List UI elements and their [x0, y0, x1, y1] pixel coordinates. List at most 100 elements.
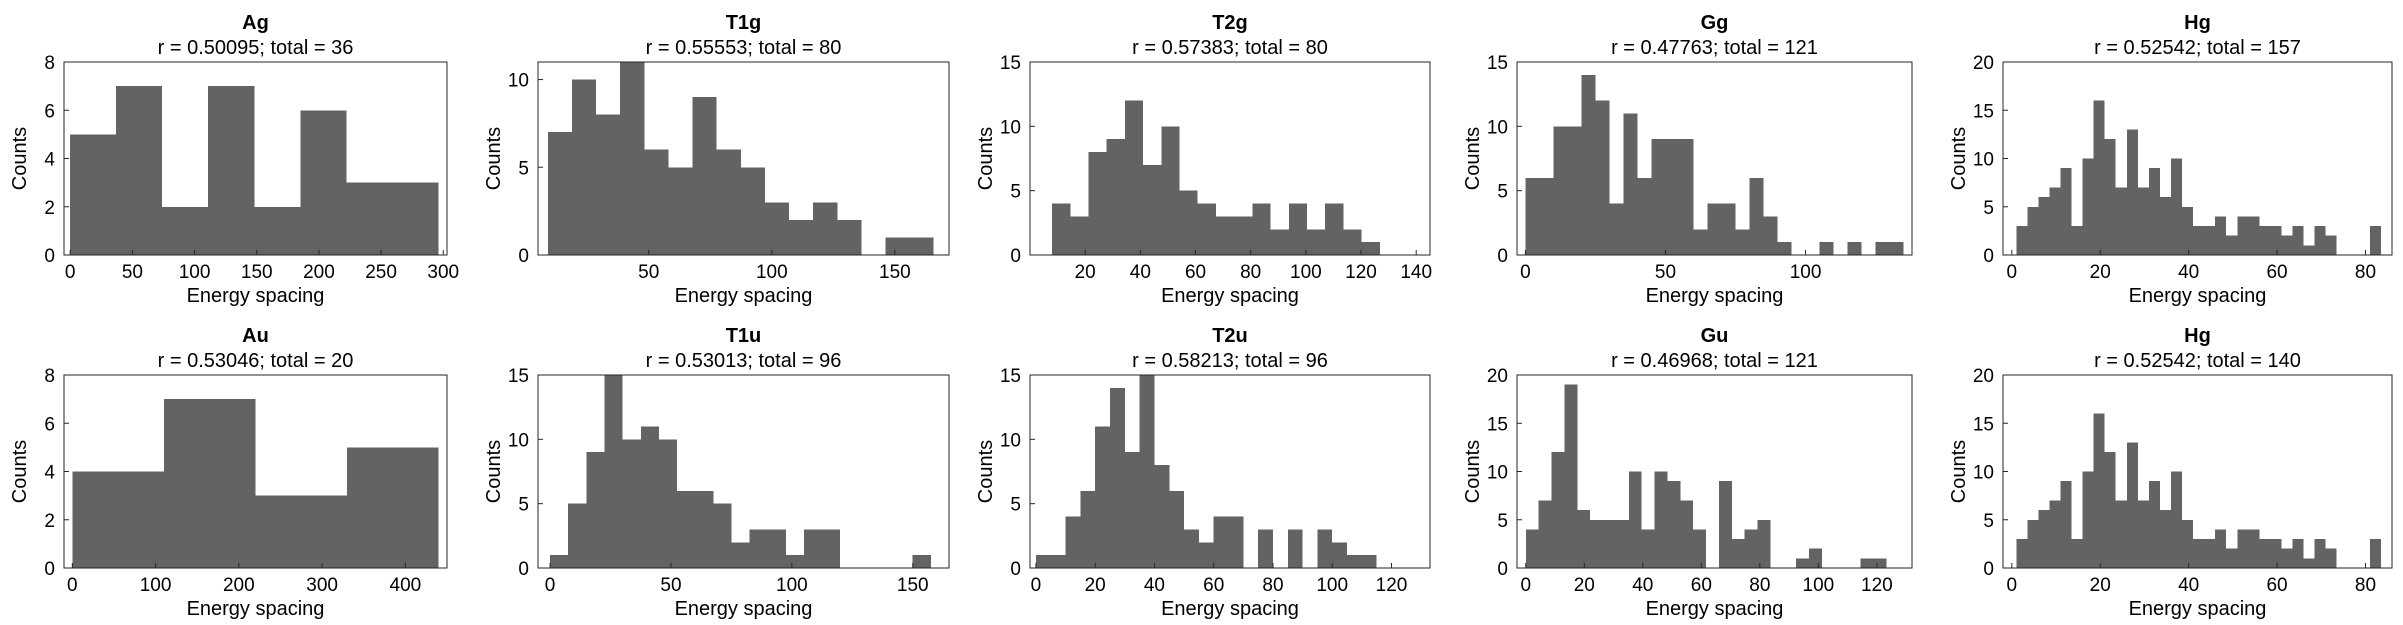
- x-tick-label: 150: [241, 262, 273, 283]
- histogram-bar: [1234, 216, 1253, 255]
- histogram-bar: [255, 495, 348, 568]
- axes-frame: [1029, 61, 1431, 256]
- y-tick-label: 5: [1497, 511, 1508, 532]
- histogram-bar: [1215, 216, 1235, 255]
- histogram-bar: [695, 490, 714, 568]
- x-axis-label: Energy spacing: [1161, 598, 1299, 620]
- histogram-bar: [731, 542, 750, 568]
- histogram-bar: [1819, 242, 1834, 255]
- y-tick-label: 10: [1973, 463, 1994, 484]
- y-tick-label: 20: [1487, 366, 1508, 387]
- histogram-bar: [785, 555, 804, 568]
- histogram-bar: [2193, 539, 2205, 568]
- histogram-bar: [912, 555, 931, 568]
- x-tick-label: 120: [1861, 575, 1893, 596]
- histogram-bar: [1615, 519, 1629, 568]
- x-tick-label: 40: [2178, 575, 2199, 596]
- x-axis-label: Energy spacing: [1646, 285, 1784, 307]
- x-tick-label: 20: [1085, 575, 1106, 596]
- y-axis-label: Counts: [1948, 440, 1970, 503]
- histogram-bar: [2027, 519, 2039, 568]
- histogram-bar: [1757, 519, 1771, 568]
- x-tick-label: 60: [1203, 575, 1224, 596]
- histogram-bar: [2314, 539, 2326, 568]
- histogram-bar: [789, 219, 814, 255]
- histogram-bar: [2215, 529, 2227, 568]
- y-axis-label: Counts: [975, 440, 997, 503]
- histogram-bar: [2170, 158, 2183, 255]
- histogram-bar: [1731, 539, 1745, 568]
- histogram-bar: [300, 110, 347, 255]
- y-tick-label: 10: [1487, 117, 1508, 138]
- x-tick-label: 100: [179, 262, 211, 283]
- panel-subtitle: r = 0.58213; total = 96: [1132, 350, 1328, 372]
- axes-frame: [1516, 61, 1913, 256]
- histogram-bar: [1590, 519, 1604, 568]
- x-tick-label: 250: [365, 262, 397, 283]
- histogram-bar: [2325, 548, 2337, 568]
- histogram-bar: [640, 426, 659, 568]
- x-tick-label: 0: [545, 575, 556, 596]
- x-tick-label: 50: [122, 262, 143, 283]
- y-tick-label: 2: [44, 511, 55, 532]
- histogram-bar: [2093, 413, 2105, 568]
- histogram-bar: [1654, 471, 1668, 568]
- histogram-bar: [2369, 539, 2381, 568]
- y-tick-label: 0: [518, 559, 529, 580]
- histogram-bar: [1609, 203, 1624, 255]
- histogram-bar: [2303, 558, 2315, 568]
- histogram-bar: [1288, 203, 1307, 255]
- y-tick-label: 0: [1010, 559, 1021, 580]
- histogram-bar: [2237, 216, 2249, 255]
- histogram-bar: [713, 503, 732, 568]
- histogram-bar: [1361, 242, 1380, 255]
- y-axis-label: Counts: [9, 127, 31, 190]
- histogram-bar: [2248, 529, 2260, 568]
- panel-title: T2u: [1212, 325, 1248, 347]
- y-tick-label: 15: [1973, 414, 1994, 435]
- histogram-bar: [2126, 442, 2138, 568]
- histogram-bar: [1623, 113, 1638, 255]
- histogram-bar: [1577, 510, 1591, 568]
- histogram-bar: [163, 399, 256, 568]
- histogram-bar: [346, 182, 393, 255]
- y-tick-label: 15: [1000, 53, 1021, 74]
- x-tick-label: 20: [2090, 262, 2111, 283]
- histogram-bar: [1721, 203, 1736, 255]
- histogram-bar: [1270, 229, 1289, 255]
- histogram-bar: [1796, 558, 1810, 568]
- panel-title: Gu: [1701, 325, 1729, 347]
- histogram-bar: [604, 375, 623, 568]
- histogram-panel-2: T1g r = 0.55553; total = 80 50 100 150 0 5 10 En…: [483, 12, 950, 307]
- histogram-bar: [1860, 558, 1874, 568]
- histogram-bar: [822, 529, 841, 568]
- histogram-bar: [1325, 203, 1344, 255]
- x-tick-label: 60: [1185, 262, 1206, 283]
- histogram-bar: [909, 237, 934, 255]
- y-tick-label: 10: [1487, 463, 1508, 484]
- y-tick-label: 15: [1000, 366, 1021, 387]
- panel-title: T2g: [1212, 12, 1248, 34]
- histogram-panel-5: Hg r = 0.52542; total = 157 0 20 40 60 80 0 5 10 1…: [1948, 12, 2393, 307]
- histogram-bar: [767, 529, 786, 568]
- x-tick-label: 40: [1632, 575, 1653, 596]
- histogram-bar: [2259, 539, 2271, 568]
- histogram-bar: [2060, 168, 2072, 255]
- histogram-bar: [1777, 242, 1792, 255]
- histogram-bar: [1088, 152, 1107, 255]
- y-tick-label: 15: [1487, 414, 1508, 435]
- histogram-bar: [1161, 126, 1180, 255]
- histogram-bar: [1154, 465, 1170, 568]
- x-tick-label: 120: [1345, 262, 1377, 283]
- histogram-bar: [622, 439, 641, 568]
- panel-title: Hg: [2184, 12, 2211, 34]
- histogram-bar: [1070, 216, 1089, 255]
- x-axis-label: Energy spacing: [1161, 285, 1299, 307]
- histogram-bar: [1179, 190, 1198, 255]
- histogram-bar: [1567, 126, 1582, 255]
- histogram-bar: [2193, 226, 2205, 255]
- histogram-bar: [2016, 226, 2028, 255]
- x-tick-label: 80: [2355, 575, 2376, 596]
- histogram-bar: [1603, 519, 1616, 568]
- histogram-bar: [1124, 452, 1140, 568]
